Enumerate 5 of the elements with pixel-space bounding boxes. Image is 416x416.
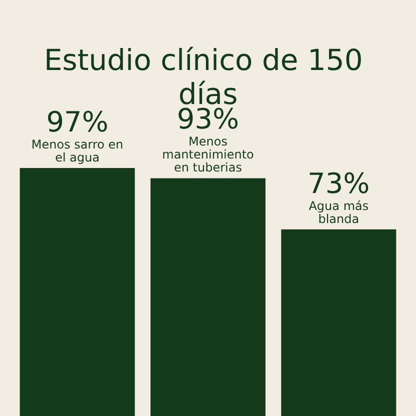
data-label: 97% [46, 106, 108, 138]
data-label: 73% [308, 166, 370, 200]
x-tick-label: Menos sarro en el agua [31, 138, 124, 164]
x-tick-label: Agua más blanda [308, 198, 369, 226]
x-tick-label: Menos mantenimiento en tuberias [162, 134, 254, 175]
